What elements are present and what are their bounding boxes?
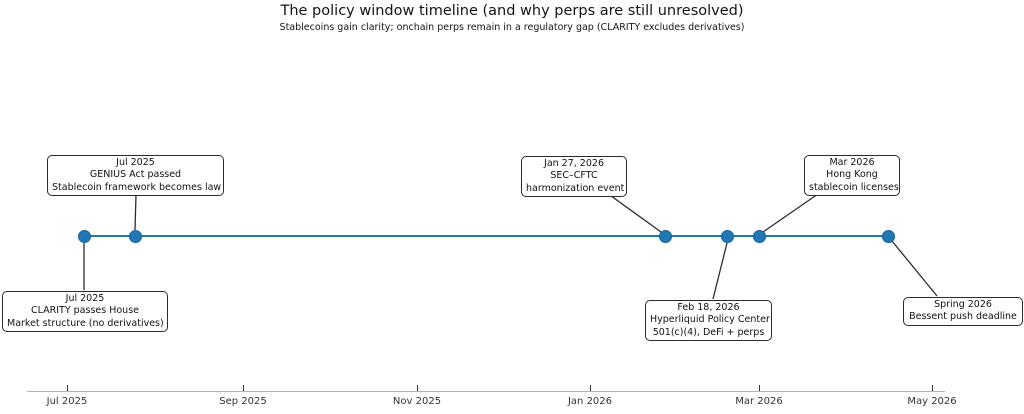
event-marker [77, 229, 91, 243]
event-detail: Stablecoin framework becomes law [52, 181, 222, 193]
event-marker [658, 229, 672, 243]
x-axis-tick [67, 385, 68, 391]
x-axis-tick [243, 385, 244, 391]
x-axis-tick [932, 385, 933, 391]
event-annotation: Jan 27, 2026 SEC–CFTC harmonization event [521, 156, 627, 197]
x-axis-tick [759, 385, 760, 391]
connector-line [712, 242, 728, 300]
connector-line [134, 194, 137, 231]
chart-title: The policy window timeline (and why perp… [280, 3, 744, 19]
event-annotation: Spring 2026 Bessent push deadline [903, 297, 1023, 326]
event-annotation: Feb 18, 2026 Hyperliquid Policy Center 501… [645, 300, 772, 341]
event-marker [720, 229, 734, 243]
x-axis-tick-label: Mar 2026 [735, 396, 783, 407]
connector-line [606, 192, 662, 233]
event-label: Bessent push deadline [909, 311, 1017, 323]
x-axis-tick-label: Jan 2026 [567, 396, 613, 407]
connector-line [891, 240, 938, 297]
event-annotation: Jul 2025 GENIUS Act passed Stablecoin fram… [47, 155, 224, 196]
x-axis-tick [417, 385, 418, 391]
event-annotation: Jul 2025 CLARITY passes House Market struc… [2, 291, 168, 332]
x-axis-tick-label: Nov 2025 [392, 396, 442, 407]
event-annotation: Mar 2026 Hong Kong stablecoin licenses [804, 155, 900, 196]
event-date: Jul 2025 [65, 293, 105, 304]
x-axis-tick [590, 385, 591, 391]
timeline-line [84, 234, 888, 238]
event-detail: Market structure (no derivatives) [7, 317, 164, 329]
event-marker [881, 229, 895, 243]
event-marker [752, 229, 766, 243]
event-date: Jul 2025 [116, 157, 155, 168]
event-label: Hong Kong [826, 169, 878, 181]
event-date: Jan 27, 2026 [544, 158, 604, 169]
event-label: SEC–CFTC [550, 170, 598, 182]
event-date: Mar 2026 [829, 157, 875, 168]
x-axis-tick-label: May 2026 [907, 396, 957, 407]
x-axis-line [27, 391, 945, 392]
event-marker [128, 229, 142, 243]
event-date: Spring 2026 [934, 299, 992, 310]
event-detail: harmonization event [526, 182, 625, 194]
event-detail: stablecoin licenses [809, 181, 899, 193]
x-axis-tick-label: Jul 2025 [46, 396, 88, 407]
connector-line [762, 193, 819, 233]
chart-subtitle: Stablecoins gain clarity; onchain perps … [279, 22, 745, 33]
event-detail: 501(c)(4), DeFi + perps [652, 326, 765, 338]
x-axis-tick-label: Sep 2025 [219, 396, 267, 407]
event-label: Hyperliquid Policy Center [650, 314, 770, 326]
event-date: Feb 18, 2026 [677, 302, 740, 313]
event-label: GENIUS Act passed [89, 169, 182, 181]
event-label: CLARITY passes House [30, 305, 139, 317]
